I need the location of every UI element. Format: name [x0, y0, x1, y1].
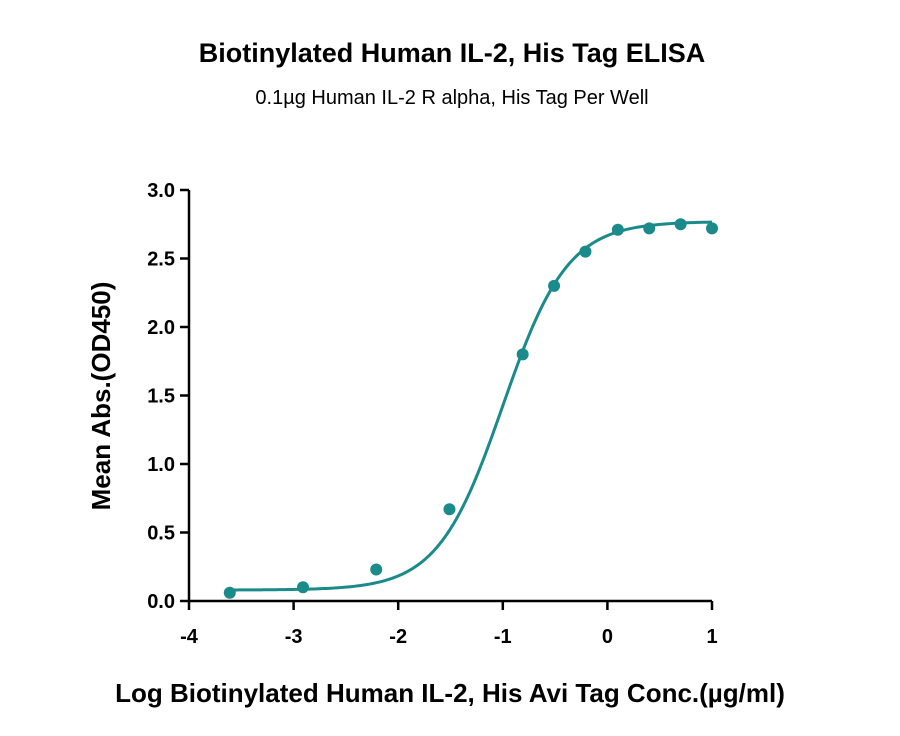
data-point [548, 279, 561, 292]
plot-area: 0.0 0.5 1.0 1.5 2.0 2.5 3.0 -4 -3 -2 -1 0 1 [147, 180, 718, 648]
x-tick-label: -2 [389, 626, 407, 648]
data-point [674, 218, 687, 231]
x-tick-label: 1 [706, 626, 717, 648]
data-point [297, 581, 310, 594]
y-tick-label: 1.0 [147, 454, 175, 476]
x-tick-label: -3 [285, 626, 303, 648]
chart-title: Biotinylated Human IL-2, His Tag ELISA [199, 38, 706, 68]
data-point [643, 222, 656, 235]
data-point [516, 348, 529, 361]
y-tick-label: 3.0 [147, 180, 175, 202]
y-tick-label: 1.5 [147, 386, 175, 408]
data-point [443, 503, 456, 516]
data-point [370, 563, 383, 576]
data-point [611, 223, 624, 236]
data-point [223, 586, 236, 599]
chart-subtitle: 0.1µg Human IL-2 R alpha, His Tag Per We… [255, 87, 648, 109]
y-axis-label: Mean Abs.(OD450) [86, 282, 116, 511]
x-tick-label: 0 [602, 626, 613, 648]
data-point [706, 222, 718, 235]
fit-curve [229, 220, 713, 592]
y-tick-label: 2.5 [147, 249, 175, 271]
y-tick-label: 0.0 [147, 591, 175, 613]
x-tick-label: -4 [180, 626, 199, 648]
y-tick-label: 0.5 [147, 523, 175, 545]
x-axis-label: Log Biotinylated Human IL-2, His Avi Tag… [115, 678, 785, 708]
y-tick-label: 2.0 [147, 317, 175, 339]
data-point [579, 245, 592, 258]
x-tick-label: -1 [494, 626, 512, 648]
